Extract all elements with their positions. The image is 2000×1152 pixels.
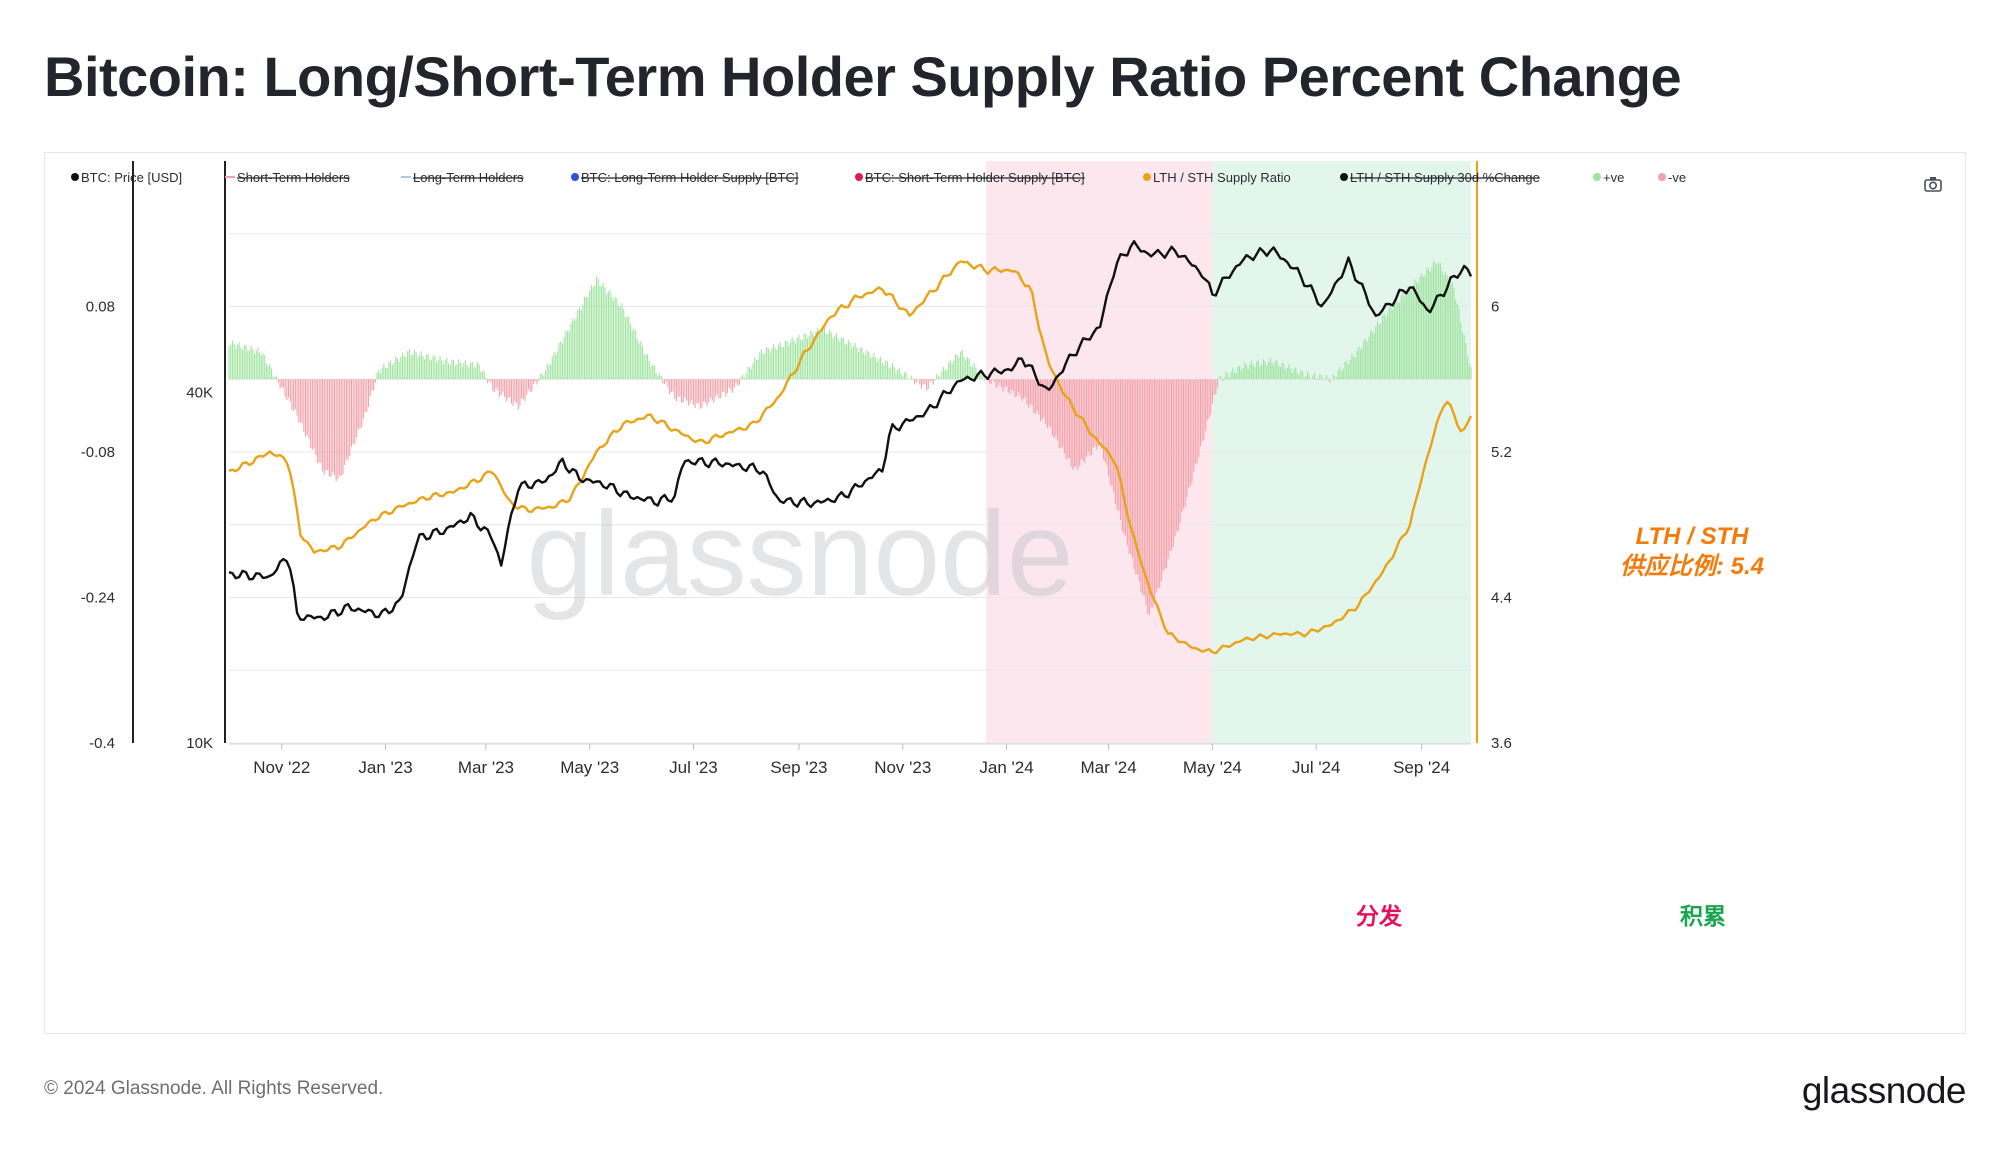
price-tick-label: 40K <box>186 385 213 402</box>
legend-item-5[interactable]: LTH / STH Supply Ratio <box>1143 170 1291 185</box>
legend-item-7[interactable]: +ve <box>1593 170 1624 185</box>
legend-item-1[interactable]: Short-Term Holders <box>225 170 350 185</box>
left-tick-label: -0.4 <box>89 735 115 752</box>
legend-marker <box>1340 173 1348 181</box>
ratio-tick-label: 4.4 <box>1491 590 1512 607</box>
series-lines <box>228 240 1473 655</box>
btc-price-line <box>228 240 1473 622</box>
x-tick-label: Nov '23 <box>874 758 931 777</box>
x-tick-label: Jan '24 <box>979 758 1033 777</box>
legend-item-4[interactable]: BTC: Short-Term Holder Supply [BTC] <box>855 170 1085 185</box>
ratio-annotation-line2: 供应比例: 5.4 <box>1620 553 1764 580</box>
left-tick-label: -0.08 <box>81 444 115 461</box>
ratio-annotation-line1: LTH / STH <box>1636 523 1750 550</box>
x-tick-label: Mar '24 <box>1081 758 1137 777</box>
legend-label: +ve <box>1603 170 1624 185</box>
x-tick-label: Nov '22 <box>253 758 310 777</box>
ratio-tick-label: 5.2 <box>1491 444 1512 461</box>
legend-label: LTH / STH Supply Ratio <box>1153 170 1291 185</box>
lth-sth-ratio-line <box>228 260 1473 655</box>
legend-label: Short-Term Holders <box>237 170 350 185</box>
x-tick-label: May '24 <box>1183 758 1242 777</box>
glassnode-logo[interactable]: glassnode <box>1801 1070 1967 1111</box>
legend-marker <box>855 173 863 181</box>
region-label-distribution: 分发 <box>1356 903 1402 930</box>
axes: 0.08 -0.08 -0.24 -0.4 40K 10K 6 5.2 4.4 3.6 Nov '2… <box>81 161 1512 777</box>
legend-label: Long-Term Holders <box>413 170 524 185</box>
footer-copyright: © 2024 Glassnode. All Rights Reserved. <box>44 1078 384 1099</box>
legend-label: BTC: Long-Term Holder Supply [BTC] <box>581 170 798 185</box>
x-tick-label: Jul '23 <box>669 758 718 777</box>
legend-item-8[interactable]: -ve <box>1658 170 1686 185</box>
x-tick-label: Jan '23 <box>358 758 412 777</box>
legend-label: LTH / STH Supply 30d %Change <box>1350 170 1540 185</box>
legend-item-3[interactable]: BTC: Long-Term Holder Supply [BTC] <box>571 170 798 185</box>
x-tick-label: Jul '24 <box>1292 758 1341 777</box>
ratio-tick-label: 6 <box>1491 299 1499 316</box>
chart-svg: glassnode 0.08 -0.08 -0.24 -0.4 40K 10K 6 5.2 4.… <box>71 161 1942 930</box>
legend-item-0[interactable]: BTC: Price [USD] <box>71 170 182 185</box>
legend-marker <box>1143 173 1151 181</box>
legend-marker <box>1593 173 1601 181</box>
legend-item-2[interactable]: Long-Term Holders <box>401 170 524 185</box>
annotations: LTH / STH 供应比例: 5.4 分发 积累 <box>1356 523 1764 930</box>
chart-legend[interactable]: BTC: Price [USD] Short-Term Holders Long-T… <box>71 170 1686 185</box>
legend-label: BTC: Price [USD] <box>81 170 182 185</box>
camera-icon[interactable] <box>1924 177 1942 192</box>
x-tick-label: May '23 <box>560 758 619 777</box>
legend-label: BTC: Short-Term Holder Supply [BTC] <box>865 170 1085 185</box>
legend-item-6[interactable]: LTH / STH Supply 30d %Change <box>1340 170 1540 185</box>
x-tick-label: Sep '24 <box>1393 758 1450 777</box>
x-tick-label: Sep '23 <box>770 758 827 777</box>
price-tick-label: 10K <box>186 735 213 752</box>
chart-container: glassnode 0.08 -0.08 -0.24 -0.4 40K 10K 6 5.2 4.… <box>44 152 1966 1034</box>
left-tick-label: -0.24 <box>81 590 115 607</box>
legend-marker <box>71 173 79 181</box>
legend-marker <box>1658 173 1666 181</box>
x-tick-label: Mar '23 <box>458 758 514 777</box>
region-label-accumulation: 积累 <box>1680 904 1726 930</box>
page-title: Bitcoin: Long/Short-Term Holder Supply R… <box>44 45 1682 108</box>
watermark-text: glassnode <box>526 487 1073 621</box>
left-tick-label: 0.08 <box>86 299 115 316</box>
legend-marker <box>571 173 579 181</box>
legend-label: -ve <box>1668 170 1686 185</box>
ratio-tick-label: 3.6 <box>1491 735 1512 752</box>
